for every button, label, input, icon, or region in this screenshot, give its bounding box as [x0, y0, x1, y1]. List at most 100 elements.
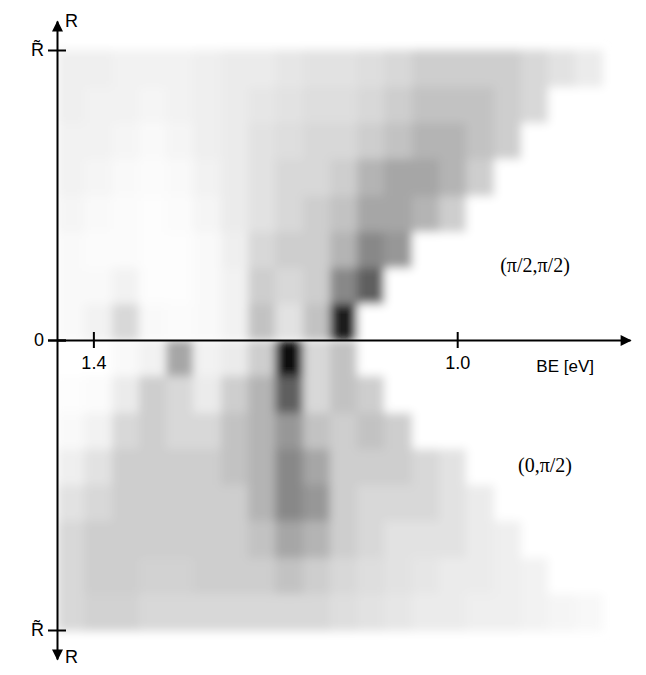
cells [57, 50, 603, 340]
cell [521, 86, 549, 123]
cell [330, 449, 358, 486]
cell [57, 268, 85, 305]
cell [275, 558, 303, 595]
cell [193, 413, 221, 450]
cell [384, 304, 412, 340]
cell [193, 521, 221, 558]
cell [494, 376, 522, 413]
cell [494, 558, 522, 595]
cell [221, 304, 249, 340]
cell [112, 268, 140, 305]
cell [330, 268, 358, 305]
cell [494, 195, 522, 232]
y-tick-mark [48, 630, 66, 632]
chart: (π/2,π/2)(0,π/2)1.41.0BE [eV]0R̃RR̃R [0, 0, 646, 675]
cell [166, 159, 194, 196]
cell [357, 485, 385, 522]
cell [357, 594, 385, 631]
cell [330, 50, 358, 87]
cell [221, 413, 249, 450]
cell [412, 195, 440, 232]
cell [330, 413, 358, 450]
cell [166, 195, 194, 232]
cell [330, 376, 358, 413]
cell [275, 449, 303, 486]
cell [275, 304, 303, 340]
cell [193, 304, 221, 340]
cell [357, 449, 385, 486]
cell [303, 485, 331, 522]
cell [412, 231, 440, 268]
cell [166, 86, 194, 123]
cell [575, 195, 603, 232]
cell [221, 449, 249, 486]
cell [193, 231, 221, 268]
cell [84, 449, 112, 486]
cell [330, 195, 358, 232]
cell [357, 86, 385, 123]
cell [521, 558, 549, 595]
cell [84, 123, 112, 160]
cell [466, 521, 494, 558]
cell [494, 521, 522, 558]
cell [466, 413, 494, 450]
cell [330, 231, 358, 268]
cell [357, 268, 385, 305]
cell [384, 231, 412, 268]
cell [384, 123, 412, 160]
cell [84, 86, 112, 123]
cell [494, 123, 522, 160]
cell [384, 86, 412, 123]
cell [384, 594, 412, 631]
cell [439, 304, 467, 340]
cell [466, 159, 494, 196]
cell [575, 304, 603, 340]
heatmap-panel [57, 50, 603, 340]
cell [412, 558, 440, 595]
cell [221, 159, 249, 196]
cell [84, 558, 112, 595]
cell [248, 268, 276, 305]
cell [193, 123, 221, 160]
cell [439, 413, 467, 450]
cell [193, 340, 221, 377]
cell [57, 50, 85, 87]
cell [248, 195, 276, 232]
cell [57, 376, 85, 413]
cell [57, 195, 85, 232]
cell [248, 159, 276, 196]
cell [275, 231, 303, 268]
y-axis-line [57, 341, 59, 660]
cell [248, 304, 276, 340]
cell [439, 594, 467, 631]
cell [275, 413, 303, 450]
y-tick: 0 [34, 330, 66, 350]
x-tick-mark [457, 332, 459, 348]
cell [112, 413, 140, 450]
cell [139, 594, 167, 631]
cell [139, 195, 167, 232]
cell [57, 449, 85, 486]
cell [303, 50, 331, 87]
cell [275, 340, 303, 377]
cell [521, 159, 549, 196]
cell [384, 340, 412, 377]
cell [357, 521, 385, 558]
cell [166, 304, 194, 340]
y-axis: 0R̃ [31, 22, 66, 351]
cell [330, 558, 358, 595]
cell [57, 594, 85, 631]
cell [548, 304, 576, 340]
cell [112, 304, 140, 340]
cell [384, 413, 412, 450]
cell [84, 50, 112, 87]
cell [303, 449, 331, 486]
x-tick-label: 1.4 [81, 353, 106, 373]
cell [57, 231, 85, 268]
cell [139, 231, 167, 268]
cell [248, 521, 276, 558]
cell [112, 340, 140, 377]
cell [548, 123, 576, 160]
cell [112, 376, 140, 413]
cell [221, 50, 249, 87]
